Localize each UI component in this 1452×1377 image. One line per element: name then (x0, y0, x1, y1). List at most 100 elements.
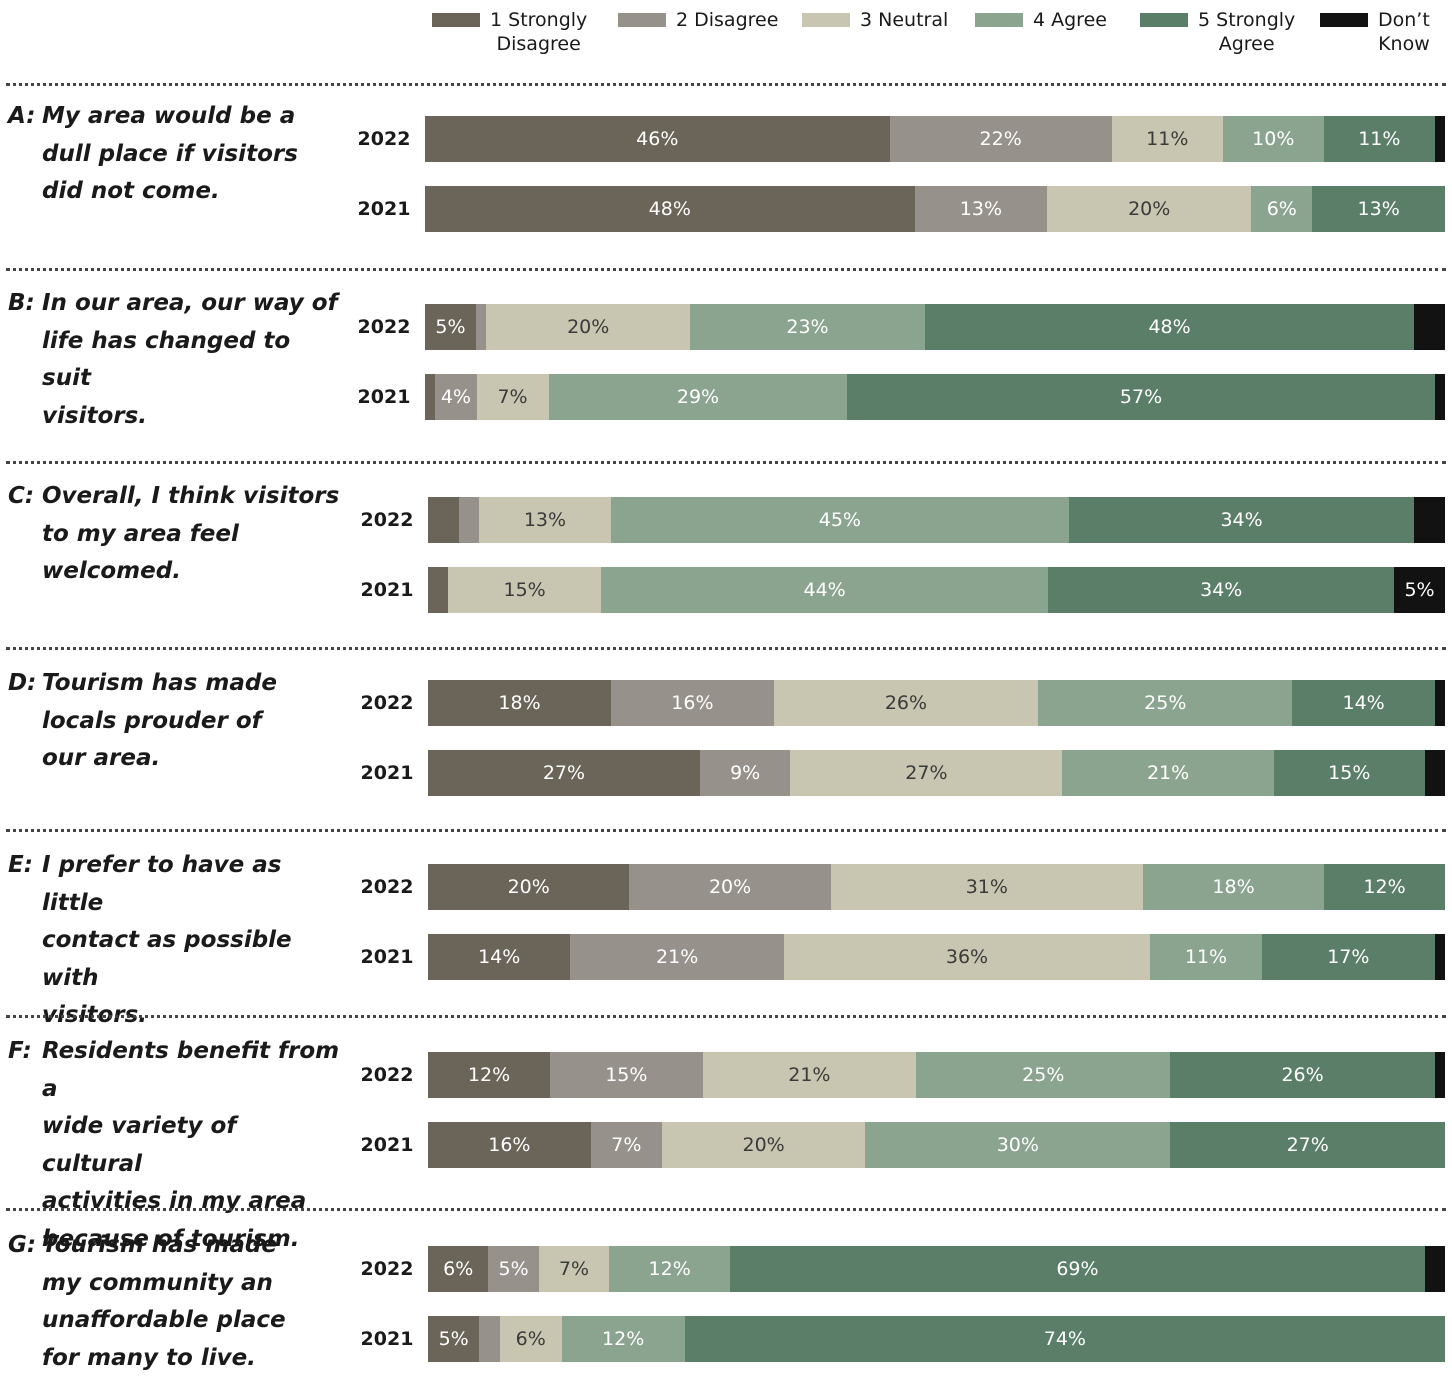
bar-segment-dk (1434, 374, 1445, 420)
question-letter: G: (8, 1232, 37, 1258)
data-label: 34% (1220, 509, 1263, 531)
data-label: 20% (567, 316, 610, 338)
year-label: 2022 (360, 692, 414, 714)
data-label: 27% (905, 762, 948, 784)
data-label: 7% (497, 386, 528, 408)
bar-segment-a: 23% (690, 304, 925, 350)
bar-segment-neutral: 31% (830, 864, 1143, 910)
bar-segment-sd: 18% (428, 680, 612, 726)
data-label: 44% (803, 579, 846, 601)
bar-row-2022: 2022 5% 20% 23% 48% (0, 304, 1452, 350)
legend-item-sa: 5 Strongly Agree (1140, 8, 1295, 56)
stacked-bar: 13% 45% 34% (428, 497, 1445, 543)
bar-row-2022: 2022 13% 45% 34% (0, 497, 1452, 543)
legend-swatch (1140, 13, 1188, 27)
stacked-bar: 15% 44% 34% 5% (428, 567, 1445, 613)
data-label: 22% (979, 128, 1022, 150)
data-label: 4% (440, 386, 471, 408)
stacked-bar: 4% 7% 29% 57% (425, 374, 1445, 420)
bar-segment-a: 11% (1150, 934, 1262, 980)
data-label: 10% (1252, 128, 1295, 150)
question-text: My area would be a dull place if visitors… (42, 103, 298, 204)
bar-segment-sd: 5% (425, 304, 476, 350)
data-label: 27% (1286, 1134, 1329, 1156)
bar-segment-a: 10% (1222, 116, 1324, 162)
data-label: 29% (676, 386, 720, 408)
section-divider (6, 829, 1446, 832)
data-label: 25% (1144, 692, 1187, 714)
year-label: 2022 (357, 316, 411, 338)
bar-segment-d: 4% (435, 374, 477, 420)
bar-segment-sa: 27% (1170, 1122, 1445, 1168)
bar-segment-sa: 69% (730, 1246, 1425, 1292)
bar-segment-sd: 48% (425, 186, 915, 232)
bar-segment-sa: 48% (924, 304, 1415, 350)
section-divider (6, 647, 1446, 650)
bar-segment-sa: 17% (1261, 934, 1435, 980)
bar-segment-neutral: 7% (476, 374, 549, 420)
bar-segment-sa: 13% (1312, 186, 1445, 232)
bar-segment-dk (1434, 1052, 1445, 1098)
bar-row-2021: 2021 14% 21% 36% 11% 17% (0, 934, 1452, 980)
bar-segment-sa: 26% (1170, 1052, 1435, 1098)
bar-row-2021: 2021 48% 13% 20% 6% 13% (0, 186, 1452, 232)
stacked-bar: 12% 15% 21% 25% 26% (428, 1052, 1445, 1098)
data-label: 12% (1363, 876, 1406, 898)
question-letter: E: (8, 852, 33, 878)
bar-segment-sd: 6% (428, 1246, 489, 1292)
bar-segment-neutral: 15% (448, 567, 601, 613)
bar-segment-neutral: 20% (661, 1122, 866, 1168)
bar-segment-sd: 46% (425, 116, 890, 162)
data-label: 17% (1327, 946, 1370, 968)
bar-segment-a: 21% (1062, 750, 1274, 796)
year-label: 2022 (360, 509, 414, 531)
bar-row-2022: 2022 46% 22% 11% 10% 11% (0, 116, 1452, 162)
bar-segment-neutral: 21% (702, 1052, 917, 1098)
bar-row-2021: 2021 16% 7% 20% 30% 27% (0, 1122, 1452, 1168)
legend-swatch (802, 13, 850, 27)
bar-segment-neutral: 11% (1111, 116, 1223, 162)
bar-segment-sa: 15% (1273, 750, 1425, 796)
data-label: 46% (636, 128, 679, 150)
bar-segment-a: 44% (600, 567, 1049, 613)
bar-segment-sa: 12% (1324, 864, 1445, 910)
bar-segment-dk (1414, 304, 1445, 350)
bar-segment-neutral: 7% (538, 1246, 610, 1292)
data-label: 26% (1281, 1064, 1324, 1086)
bar-segment-sd: 12% (428, 1052, 551, 1098)
bar-segment-sa: 14% (1292, 680, 1435, 726)
bar-segment-sa: 11% (1323, 116, 1435, 162)
question-letter: D: (8, 670, 37, 696)
data-label: 15% (1328, 762, 1371, 784)
data-label: 26% (884, 692, 928, 714)
legend-label: 4 Agree (1033, 9, 1107, 31)
data-label: 11% (1146, 128, 1189, 150)
data-label: 27% (542, 762, 586, 784)
year-label: 2022 (360, 1064, 414, 1086)
data-label: 21% (1146, 762, 1190, 784)
data-label: 21% (788, 1064, 831, 1086)
data-label: 5% (438, 1328, 469, 1350)
stacked-bar: 18% 16% 26% 25% 14% (428, 680, 1445, 726)
stacked-bar: 46% 22% 11% 10% 11% (425, 116, 1445, 162)
legend-label: 3 Neutral (860, 9, 949, 31)
data-label: 5% (1404, 579, 1435, 601)
stacked-bar: 27% 9% 27% 21% 15% (428, 750, 1445, 796)
stacked-bar: 5% 6% 12% 74% (428, 1316, 1445, 1362)
bar-segment-a: 30% (865, 1122, 1171, 1168)
bar-segment-d: 9% (699, 750, 791, 796)
year-label: 2022 (360, 1258, 414, 1280)
question-letter: B: (8, 290, 35, 316)
data-label: 7% (611, 1134, 642, 1156)
data-label: 14% (478, 946, 521, 968)
question-text: Tourism has made my community an unafforda… (42, 1232, 286, 1371)
bar-row-2022: 2022 6% 5% 7% 12% 69% (0, 1246, 1452, 1292)
data-label: 7% (558, 1258, 590, 1280)
data-label: 74% (1043, 1328, 1086, 1350)
data-label: 11% (1358, 128, 1401, 150)
bar-segment-neutral: 20% (486, 304, 691, 350)
stacked-bar: 6% 5% 7% 12% 69% (428, 1246, 1445, 1292)
bar-segment-a: 12% (561, 1316, 685, 1362)
data-label: 12% (467, 1064, 511, 1086)
